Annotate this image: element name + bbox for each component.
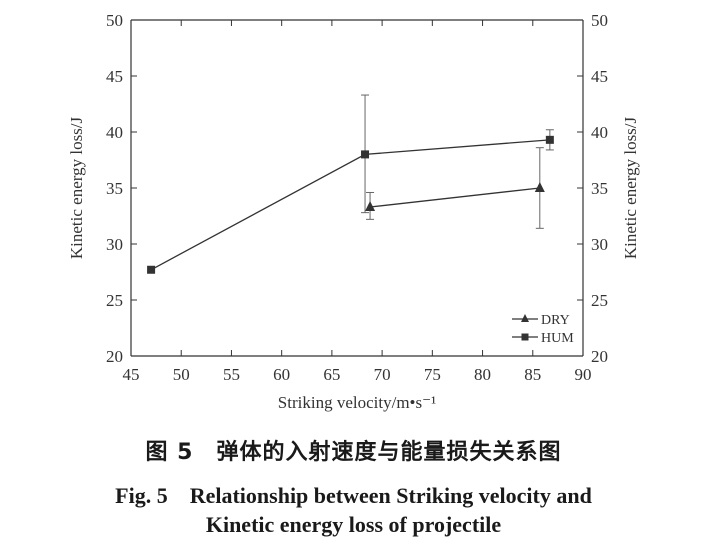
series-line-dry (369, 187, 540, 208)
legend-marker-dry (521, 314, 529, 322)
y-tick-label-left-40: 40 (106, 123, 123, 142)
y-tick-label-right-20: 20 (591, 347, 608, 366)
y-tick-label-right-35: 35 (591, 179, 608, 198)
y-tick-label-left-30: 30 (106, 235, 123, 254)
legend-marker-hum (521, 333, 529, 341)
point-hum-1 (361, 150, 370, 159)
y-tick-label-left-50: 50 (106, 11, 123, 30)
y-axis-title-right: Kinetic energy loss/J (621, 116, 640, 259)
y-tick-label-left-20: 20 (106, 347, 123, 366)
y-tick-label-right-30: 30 (591, 235, 608, 254)
point-hum-0 (147, 265, 156, 274)
x-tick-label-90: 90 (575, 365, 592, 384)
caption-chinese: 图 5 弹体的入射速度与能量损失关系图 (145, 440, 562, 465)
legend: DRY HUM (512, 313, 574, 346)
y-tick-label-right-50: 50 (591, 11, 608, 30)
y-tick-label-right-45: 45 (591, 67, 608, 86)
legend-label-hum: HUM (541, 331, 574, 346)
x-tick-label-70: 70 (374, 365, 391, 384)
data-marks (147, 94, 554, 274)
x-tick-label-45: 45 (123, 365, 140, 384)
x-tick-label-60: 60 (273, 365, 290, 384)
caption-english-line1: Fig. 5 Relationship between Striking vel… (115, 483, 592, 508)
x-tick-label-55: 55 (223, 365, 240, 384)
x-tick-label-75: 75 (424, 365, 441, 384)
point-dry-0 (365, 201, 376, 212)
y-axis-title-left: Kinetic energy loss/J (67, 116, 86, 259)
y-tick-label-left-25: 25 (106, 291, 123, 310)
x-tick-label-80: 80 (474, 365, 491, 384)
y-tick-label-left-35: 35 (106, 179, 123, 198)
x-tick-label-65: 65 (323, 365, 340, 384)
x-axis-title: Striking velocity/m•s⁻¹ (278, 393, 436, 412)
y-tick-label-right-25: 25 (591, 291, 608, 310)
y-tick-label-left-45: 45 (106, 67, 123, 86)
point-hum-2 (545, 135, 554, 144)
series-line-hum (150, 139, 550, 271)
x-tick-label-50: 50 (173, 365, 190, 384)
caption-english-line2: Kinetic energy loss of projectile (205, 512, 502, 537)
legend-label-dry: DRY (541, 313, 570, 328)
y-tick-label-right-40: 40 (591, 123, 608, 142)
x-tick-label-85: 85 (524, 365, 541, 384)
point-dry-1 (534, 182, 545, 192)
